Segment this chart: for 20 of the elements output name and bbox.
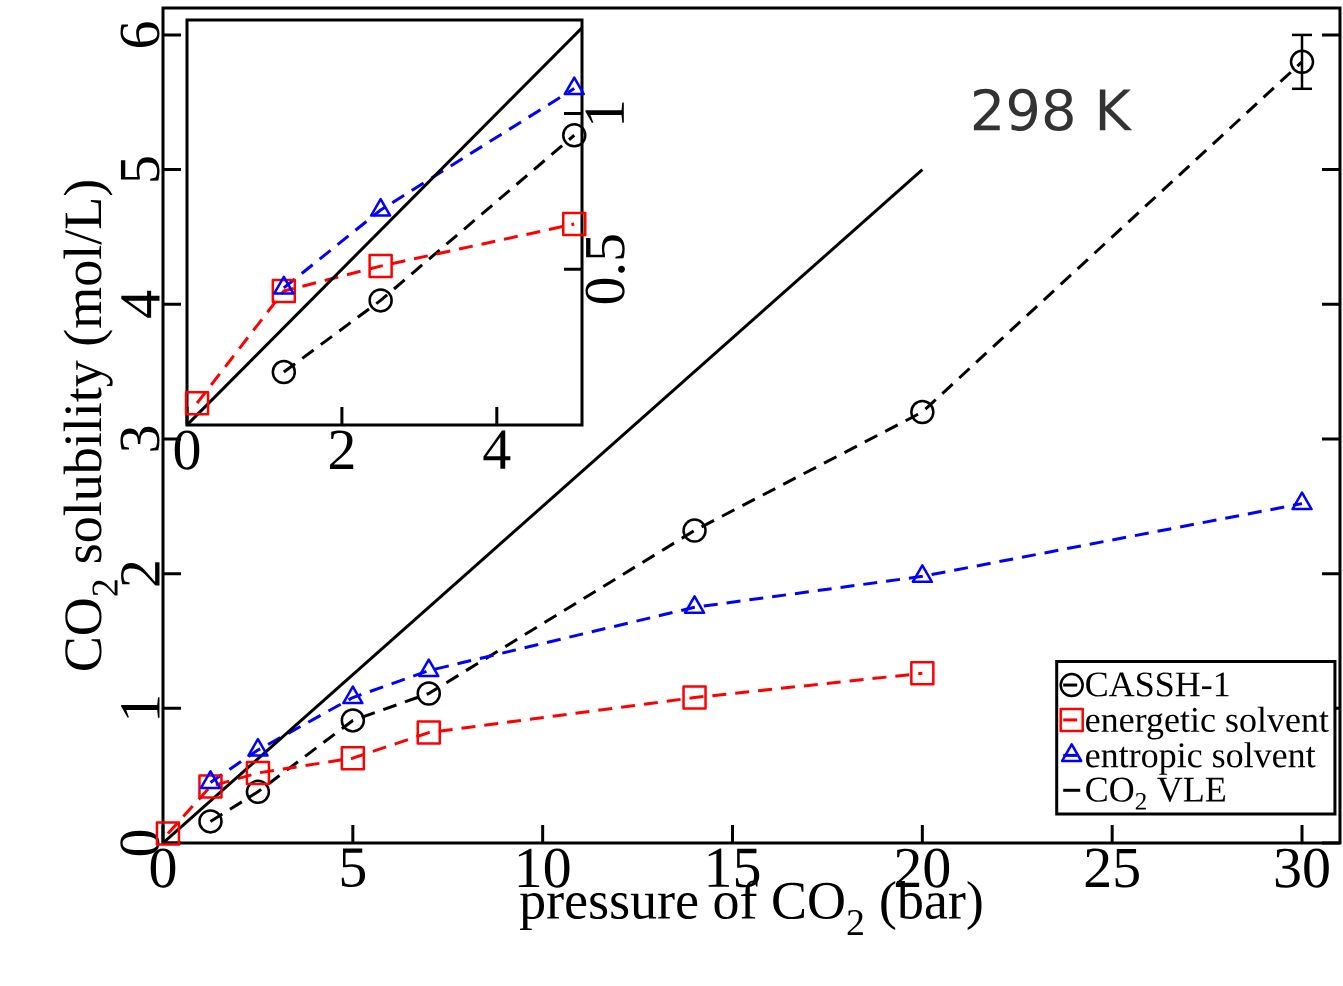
x-tick-label: 30 — [1275, 848, 1329, 888]
annotation: 298 K — [973, 88, 1133, 132]
legend-label: energetic solvent — [1086, 706, 1329, 740]
x-tick-label: 5 — [341, 848, 366, 888]
y-axis-title: CO$_{2}$ solubility (mol/L) — [63, 181, 118, 670]
y-tick-label: 2 — [121, 562, 160, 586]
y-tick-label: 4 — [121, 290, 160, 318]
legend-label: CO$_{2}$ VLE — [1086, 777, 1225, 810]
y-tick-label: 1 — [585, 102, 624, 123]
y-tick-label: 1 — [121, 697, 160, 718]
x-tick-label: 0 — [174, 430, 200, 470]
legend-label: CASSH-1 — [1086, 672, 1229, 697]
y-tick-label: 3 — [120, 426, 160, 451]
x-tick-label: 25 — [1085, 848, 1139, 888]
y-tick-label: 5 — [120, 157, 160, 181]
x-tick-label: 2 — [329, 430, 354, 469]
y-tick-label: 0.5 — [585, 235, 625, 304]
y-tick-label: 6 — [120, 22, 160, 47]
legend-label: entropic solvent — [1086, 742, 1316, 775]
x-tick-label: 4 — [483, 430, 511, 469]
